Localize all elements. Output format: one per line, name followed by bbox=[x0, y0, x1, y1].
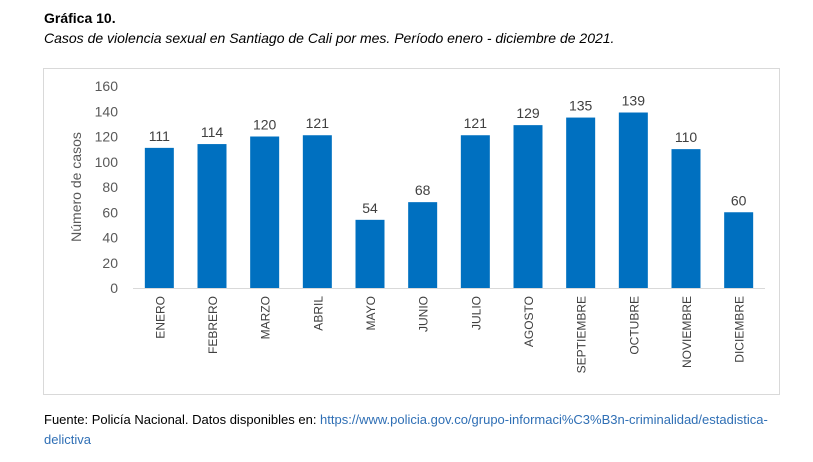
x-tick-label: AGOSTO bbox=[522, 296, 536, 347]
x-tick-label: DICIEMBRE bbox=[733, 296, 747, 363]
bar bbox=[460, 135, 490, 288]
data-label: 121 bbox=[464, 115, 488, 131]
bar bbox=[513, 125, 543, 288]
y-tick-label: 100 bbox=[95, 154, 119, 170]
source-link[interactable]: https://www.policia.gov.co/grupo-informa… bbox=[44, 412, 768, 447]
bar bbox=[408, 202, 438, 288]
y-tick-label: 160 bbox=[95, 78, 119, 94]
y-axis-label: Número de casos bbox=[68, 132, 84, 242]
data-label: 120 bbox=[253, 117, 277, 133]
data-label: 60 bbox=[731, 192, 747, 208]
bar bbox=[197, 144, 227, 288]
data-label: 121 bbox=[306, 115, 330, 131]
bar bbox=[671, 149, 701, 288]
y-tick-label: 0 bbox=[110, 280, 118, 296]
data-label: 139 bbox=[622, 93, 646, 109]
x-tick-label: MAYO bbox=[364, 296, 378, 330]
bar bbox=[724, 212, 754, 288]
figure-title: Gráfica 10. bbox=[44, 10, 116, 26]
data-label: 111 bbox=[149, 128, 170, 144]
bar bbox=[566, 117, 596, 288]
source-prefix: Fuente: Policía Nacional. Datos disponib… bbox=[44, 412, 321, 427]
x-tick-label: JUNIO bbox=[417, 296, 431, 332]
y-tick-label: 40 bbox=[102, 230, 118, 246]
data-label: 135 bbox=[569, 98, 593, 114]
data-label: 54 bbox=[362, 200, 378, 216]
x-tick-label: FEBRERO bbox=[206, 296, 220, 354]
y-tick-label: 140 bbox=[95, 103, 119, 119]
source-note: Fuente: Policía Nacional. Datos disponib… bbox=[44, 410, 784, 450]
bar bbox=[355, 219, 385, 288]
x-tick-label: ABRIL bbox=[311, 296, 325, 331]
x-tick-label: ENERO bbox=[153, 296, 167, 339]
y-tick-label: 80 bbox=[102, 179, 118, 195]
data-label: 114 bbox=[201, 124, 224, 140]
x-tick-label: SEPTIEMBRE bbox=[575, 296, 589, 373]
bar bbox=[250, 136, 280, 288]
y-tick-label: 20 bbox=[102, 255, 118, 271]
bar bbox=[618, 112, 648, 288]
y-tick-label: 60 bbox=[102, 204, 118, 220]
x-tick-label: OCTUBRE bbox=[627, 296, 641, 355]
chart-frame bbox=[43, 68, 780, 395]
x-tick-label: MARZO bbox=[259, 296, 273, 339]
data-label: 68 bbox=[415, 182, 431, 198]
bar bbox=[144, 147, 174, 288]
bar bbox=[302, 135, 332, 288]
x-tick-label: JULIO bbox=[469, 296, 483, 330]
y-tick-label: 120 bbox=[95, 129, 119, 145]
data-label: 129 bbox=[516, 105, 540, 121]
data-label: 110 bbox=[675, 129, 698, 145]
figure-subtitle: Casos de violencia sexual en Santiago de… bbox=[44, 30, 615, 46]
x-tick-label: NOVIEMBRE bbox=[680, 296, 694, 368]
